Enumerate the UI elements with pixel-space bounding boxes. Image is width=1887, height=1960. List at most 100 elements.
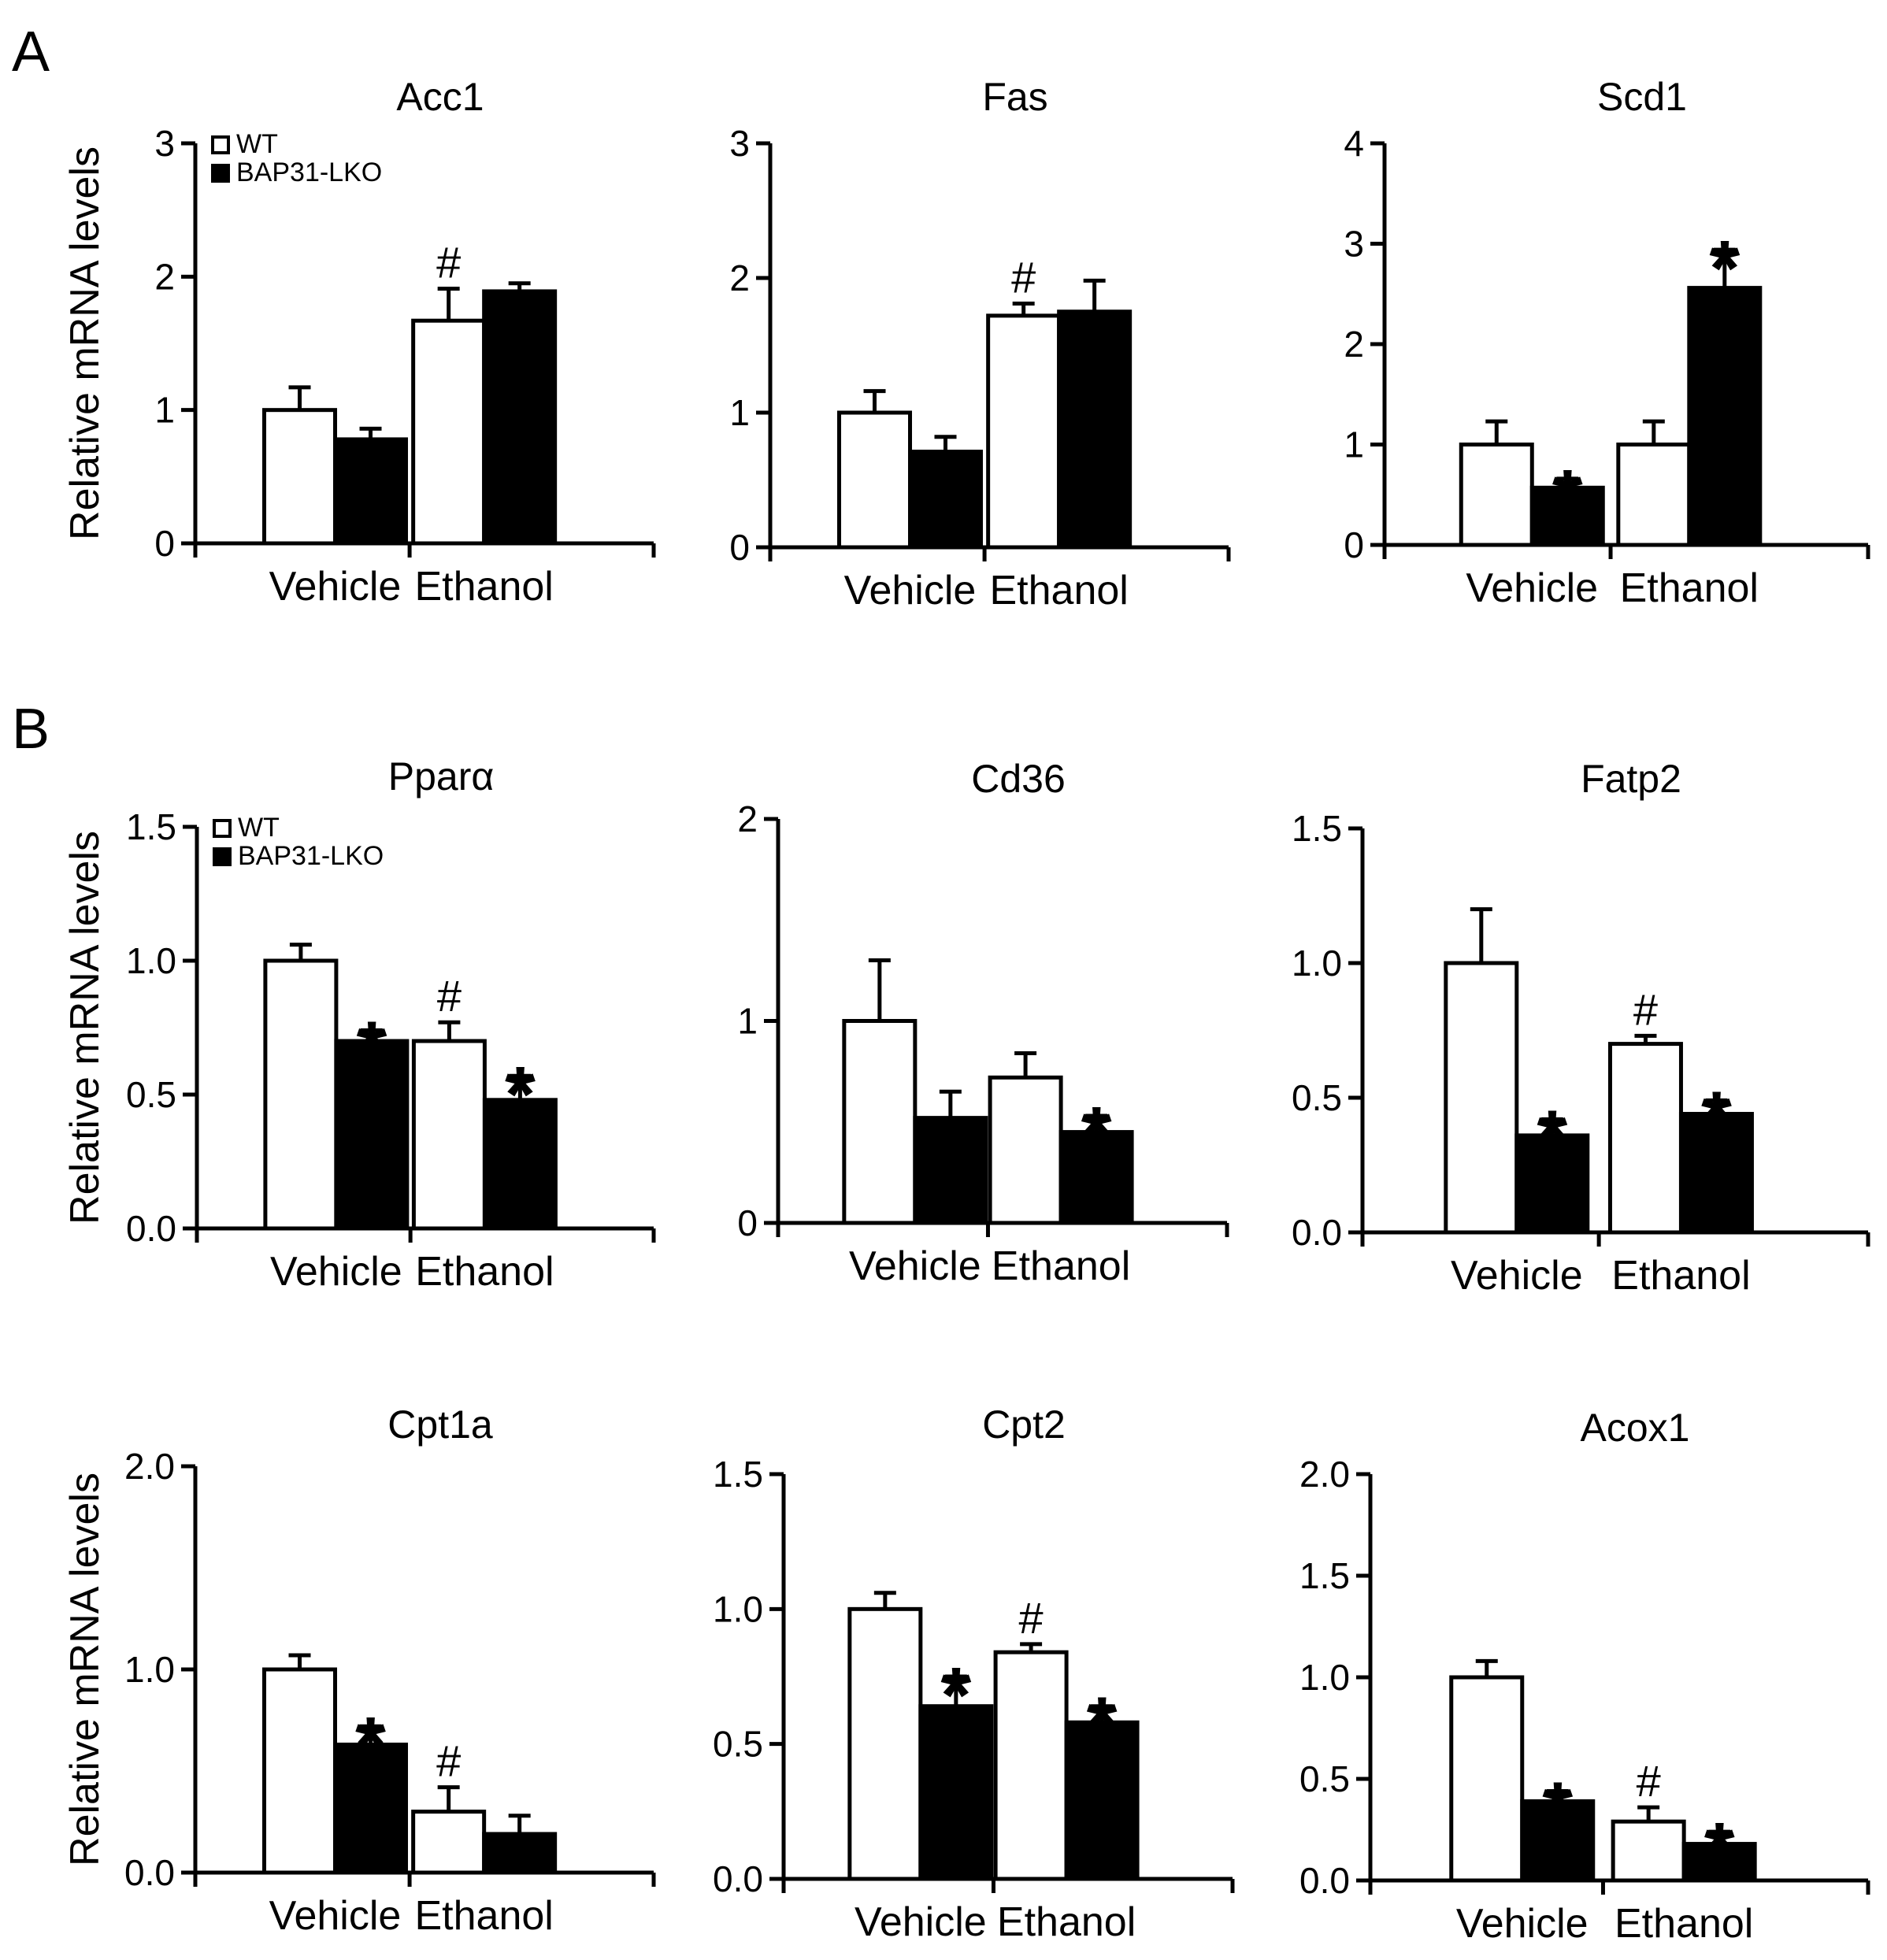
significance-hash: # — [436, 238, 461, 287]
bar-ko — [482, 1098, 558, 1231]
significance-hash: # — [436, 1736, 461, 1786]
significance-star: * — [505, 1050, 536, 1139]
significance-star: * — [940, 1651, 971, 1740]
bar-ko — [482, 1832, 558, 1875]
y-tick-label: 0 — [729, 527, 750, 568]
bar-wt — [263, 958, 339, 1231]
chart-title: Acc1 — [396, 75, 484, 119]
y-tick-label: 1 — [737, 1001, 758, 1042]
y-tick-label: 2 — [154, 256, 175, 297]
y-tick-label: 0.0 — [126, 1208, 176, 1249]
y-tick-label: 1.0 — [126, 940, 176, 981]
chart-title: Cpt1a — [387, 1402, 493, 1447]
significance-star: * — [1081, 1091, 1112, 1179]
x-category-label: Ethanol — [415, 1249, 554, 1295]
significance-star: * — [356, 1005, 387, 1093]
bar-wt — [411, 1810, 487, 1875]
significance-hash: # — [1637, 1756, 1661, 1806]
significance-hash: # — [437, 971, 462, 1021]
y-tick-label: 1.5 — [126, 806, 176, 847]
bar-ko — [1681, 1842, 1757, 1883]
chart-cd36: Cd36 0 1 2 Vehicle Ethanol * — [737, 757, 1229, 1289]
bar-wt — [1459, 443, 1534, 547]
y-tick-label: 1.0 — [1292, 943, 1342, 984]
y-tick-label: 0.0 — [124, 1852, 175, 1893]
legend-swatch-ko — [213, 847, 232, 866]
x-category-label: Vehicle — [1451, 1253, 1583, 1299]
bar-ko — [918, 1704, 994, 1881]
panel-letter-a: A — [12, 20, 50, 83]
chart-acox1: Acox1 0.0 0.5 1.0 1.5 2.0 Vehicle Ethanol # * * — [1299, 1406, 1870, 1947]
significance-star: * — [1701, 1075, 1732, 1163]
y-tick-label: 1.5 — [713, 1454, 763, 1495]
x-category-label: Vehicle — [1456, 1901, 1589, 1947]
significance-star: * — [1087, 1681, 1118, 1769]
y-tick-label: 1.0 — [713, 1588, 763, 1629]
bar-ko — [1064, 1720, 1140, 1881]
x-category-label: Ethanol — [1611, 1253, 1750, 1299]
significance-star: * — [1542, 1765, 1573, 1854]
chart-title: Pparα — [388, 754, 495, 798]
y-tick-label: 2.0 — [124, 1446, 175, 1487]
y-tick-label: 3 — [154, 123, 175, 164]
y-tick-label: 0 — [737, 1202, 758, 1243]
bar-wt — [1449, 1675, 1525, 1883]
significance-star: * — [1537, 1094, 1567, 1182]
y-axis-label: Relative mRNA levels — [62, 1473, 108, 1866]
legend-label-wt: WT — [236, 129, 278, 159]
bar-wt — [1611, 1819, 1686, 1883]
y-tick-label: 0.0 — [713, 1858, 763, 1899]
y-tick-label: 3 — [729, 123, 750, 164]
y-axis-label: Relative mRNA levels — [62, 831, 108, 1225]
y-tick-label: 0.5 — [1292, 1077, 1342, 1118]
chart-title: Cpt2 — [982, 1402, 1066, 1447]
chart-scd1: Scd1 0 1 2 3 4 Vehicle Ethanol * * — [1344, 75, 1870, 611]
bar-ko — [482, 289, 558, 546]
y-tick-label: 0.5 — [126, 1074, 176, 1115]
x-category-label: Vehicle — [844, 568, 977, 613]
x-category-label: Ethanol — [997, 1899, 1136, 1945]
bar-wt — [993, 1650, 1069, 1881]
x-category-label: Ethanol — [989, 568, 1128, 613]
y-tick-label: 1 — [729, 392, 750, 433]
bar-wt — [1444, 961, 1519, 1235]
bar-ko — [1678, 1112, 1754, 1235]
y-tick-label: 2 — [729, 258, 750, 298]
x-category-label: Vehicle — [855, 1899, 987, 1945]
bar-ko — [333, 437, 409, 546]
chart-cpt2: Cpt2 0.0 0.5 1.0 1.5 Vehicle Ethanol # * * — [713, 1402, 1235, 1945]
chart-title: Fatp2 — [1581, 757, 1681, 801]
x-category-label: Ethanol — [414, 564, 553, 609]
x-category-label: Vehicle — [1466, 565, 1598, 611]
bar-wt — [262, 408, 338, 546]
bar-wt — [842, 1019, 918, 1225]
y-tick-label: 0 — [154, 523, 175, 564]
legend-swatch-ko — [211, 164, 230, 183]
legend-label-ko: BAP31-LKO — [236, 157, 382, 187]
y-tick-label: 0.0 — [1292, 1212, 1342, 1253]
legend-label-wt: WT — [238, 813, 280, 843]
chart-pparα: Pparα 0.0 0.5 1.0 1.5 Vehicle Ethanol Relative … — [62, 754, 656, 1295]
significance-hash: # — [1011, 252, 1036, 302]
y-tick-label: 1.0 — [124, 1649, 175, 1690]
chart-title: Cd36 — [971, 757, 1066, 801]
x-category-label: Vehicle — [269, 564, 402, 609]
bar-ko — [913, 1116, 988, 1225]
significance-hash: # — [1633, 984, 1658, 1034]
significance-star: * — [1704, 1806, 1735, 1895]
y-tick-label: 3 — [1344, 224, 1364, 265]
chart-cpt1a: Cpt1a 0.0 1.0 2.0 Vehicle Ethanol Relative mRN… — [62, 1402, 656, 1939]
y-tick-label: 1.5 — [1292, 808, 1342, 849]
significance-star: * — [1552, 454, 1583, 542]
bar-wt — [411, 318, 487, 546]
x-category-label: Ethanol — [1620, 565, 1759, 611]
bar-ko — [1529, 485, 1605, 547]
significance-star: * — [1709, 224, 1740, 313]
chart-fas: Fas 0 1 2 3 Vehicle Ethanol # — [729, 75, 1231, 613]
y-tick-label: 0.5 — [713, 1724, 763, 1765]
chart-title: Scd1 — [1597, 75, 1687, 119]
bar-wt — [1607, 1042, 1683, 1235]
bar-ko — [333, 1742, 409, 1875]
bar-ko — [908, 450, 984, 550]
